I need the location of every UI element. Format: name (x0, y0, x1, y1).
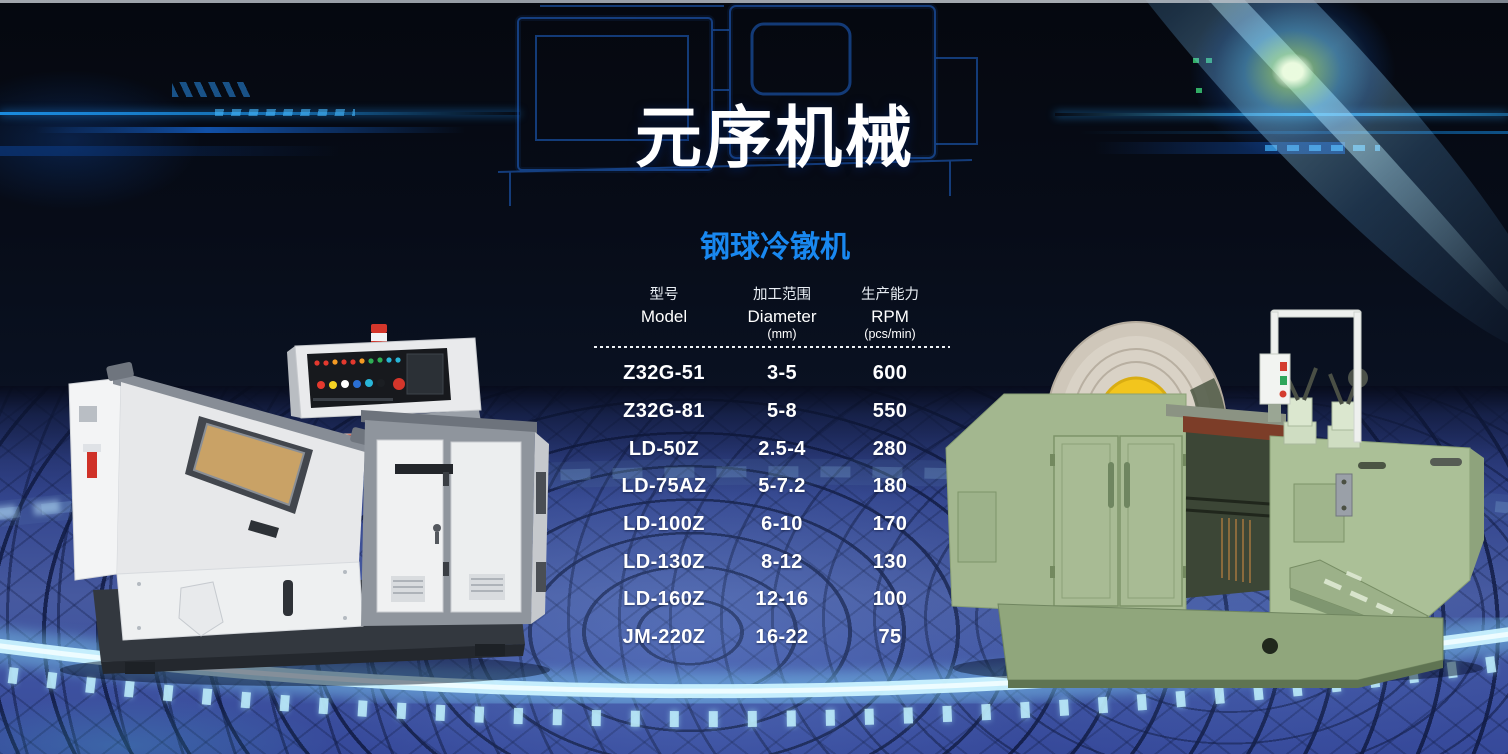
top-edge-strip (0, 0, 1508, 3)
header-model: 型号 Model (640, 287, 688, 326)
header-diameter: 加工范围 Diameter (mm) (747, 287, 817, 341)
lens-flare (1150, 0, 1490, 220)
table-row: Z32G-51 3-5 600 (623, 362, 908, 385)
spec-table-header: 型号 Model 加工范围 Diameter (mm) 生产能力 RPM (pc… (594, 287, 950, 341)
product-subtitle: 钢球冷镦机 (700, 231, 850, 264)
page-title: 元序机械 (635, 101, 915, 176)
machine-wireframe-sketch (497, 3, 978, 206)
hatch-streak (172, 82, 250, 97)
table-row: LD-160Z 12-16 100 (623, 588, 908, 611)
light-streak (0, 146, 340, 156)
left-machine-photo (60, 324, 550, 686)
table-row: LD-130Z 8-12 130 (623, 550, 908, 573)
spec-table-rows: Z32G-51 3-5 600 Z32G-81 5-8 550 LD-50Z 2… (594, 355, 950, 657)
spec-table: 型号 Model 加工范围 Diameter (mm) 生产能力 RPM (pc… (594, 287, 950, 657)
table-row: LD-75AZ 5-7.2 180 (621, 475, 908, 498)
header-rpm: 生产能力 RPM (pcs/min) (861, 287, 919, 341)
table-row: LD-100Z 6-10 170 (623, 513, 908, 536)
table-row: Z32G-81 5-8 550 (623, 400, 908, 423)
dashed-divider (594, 346, 950, 348)
table-row: LD-50Z 2.5-4 280 (628, 437, 908, 460)
blue-haze (0, 70, 200, 210)
right-machine-photo (945, 309, 1484, 688)
dash-streak (215, 109, 355, 116)
light-streak (35, 127, 465, 133)
table-row: JM-220Z 16-22 75 (622, 626, 902, 649)
